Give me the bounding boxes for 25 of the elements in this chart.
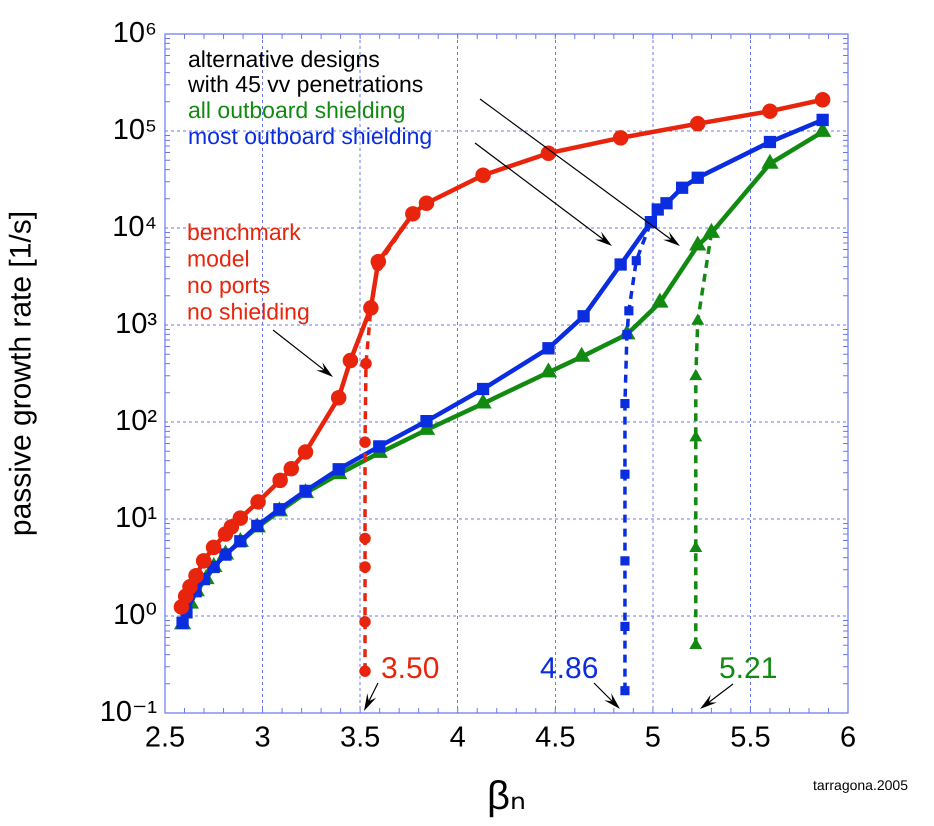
annotation: alternative designs with 45 vv penetrations (187, 46, 424, 97)
y-tick-label: 10⁶ (112, 17, 157, 49)
y-tick-label: 10⁵ (112, 114, 157, 146)
annotation: 4.86 (540, 652, 598, 685)
annotation: 3.50 (381, 652, 440, 685)
y-tick-label: 10² (115, 405, 158, 437)
x-tick-label: 4.5 (535, 721, 576, 754)
text: tarragona.2005 (813, 777, 908, 793)
x-tick-label: 4 (450, 721, 466, 754)
y-tick-label: 10³ (115, 308, 158, 340)
text: all outboard shielding (188, 97, 406, 123)
text: most outboard shielding (188, 123, 432, 149)
x-tick-label: 5 (644, 721, 661, 754)
x-tick-label: 6 (840, 721, 856, 754)
y-axis-title: passive growth rate [1/s] (4, 210, 38, 536)
x-tick-label: 5.5 (730, 721, 771, 754)
y-tick-label: 10⁰ (113, 599, 157, 631)
x-tick-label: 3 (254, 721, 271, 754)
x-axis-title: βₙ (487, 774, 526, 818)
text: benchmark model no ports no shielding (187, 219, 310, 324)
x-tick-label: 3.5 (340, 721, 380, 754)
y-tick-label: 10⁴ (112, 211, 157, 243)
x-tick-label: 2.5 (144, 721, 186, 754)
annotation: 5.21 (719, 652, 778, 685)
y-tick-label: 10¹ (115, 502, 158, 534)
